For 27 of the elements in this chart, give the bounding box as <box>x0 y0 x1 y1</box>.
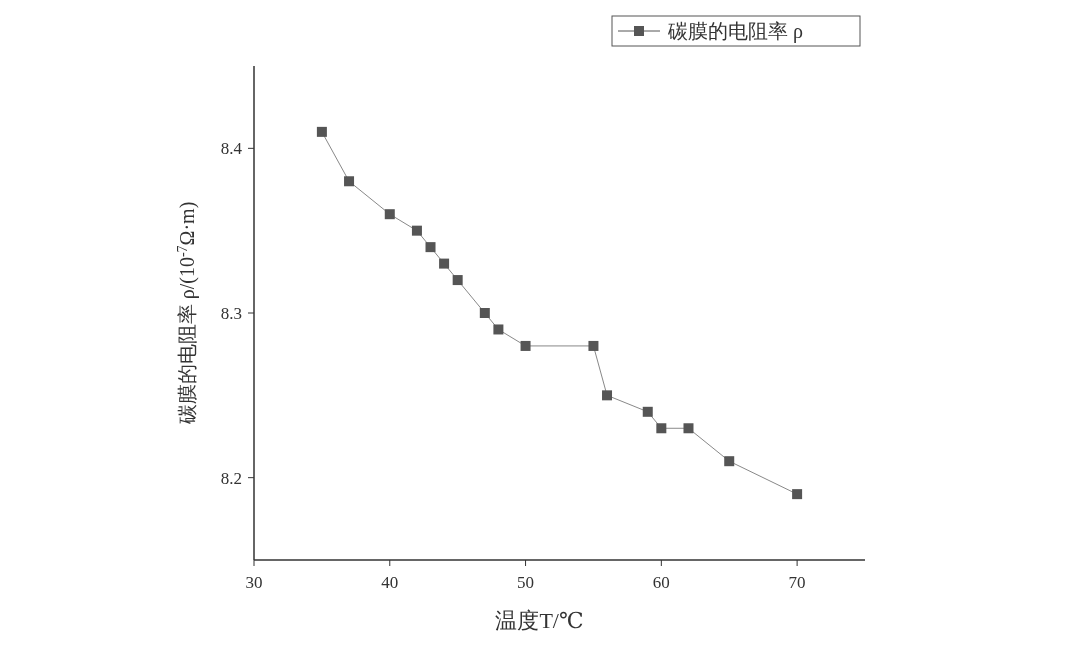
point <box>642 406 653 417</box>
point <box>384 209 395 220</box>
point <box>493 324 504 335</box>
point <box>452 275 463 286</box>
point <box>602 390 613 401</box>
point <box>316 126 327 137</box>
point <box>520 340 531 351</box>
y-tick-label: 8.2 <box>220 468 242 488</box>
point <box>344 176 355 187</box>
y-tick-label: 8.4 <box>220 139 243 159</box>
point <box>479 308 490 318</box>
x-tick-label: 60 <box>652 573 670 592</box>
point <box>724 456 735 467</box>
y-tick-label: 8.3 <box>220 303 242 323</box>
point <box>683 423 694 434</box>
point <box>588 340 599 351</box>
x-tick-label: 30 <box>245 573 263 592</box>
x-tick-label: 50 <box>517 573 535 592</box>
x-axis-title: 温度T/℃ <box>495 608 584 633</box>
point <box>792 489 803 500</box>
x-tick-label: 70 <box>788 573 806 592</box>
point <box>411 225 422 236</box>
point <box>656 423 667 434</box>
legend-label: 碳膜的电阻率 ρ <box>667 20 803 43</box>
point <box>425 242 436 253</box>
point <box>439 258 450 269</box>
x-tick-label: 40 <box>381 573 399 592</box>
